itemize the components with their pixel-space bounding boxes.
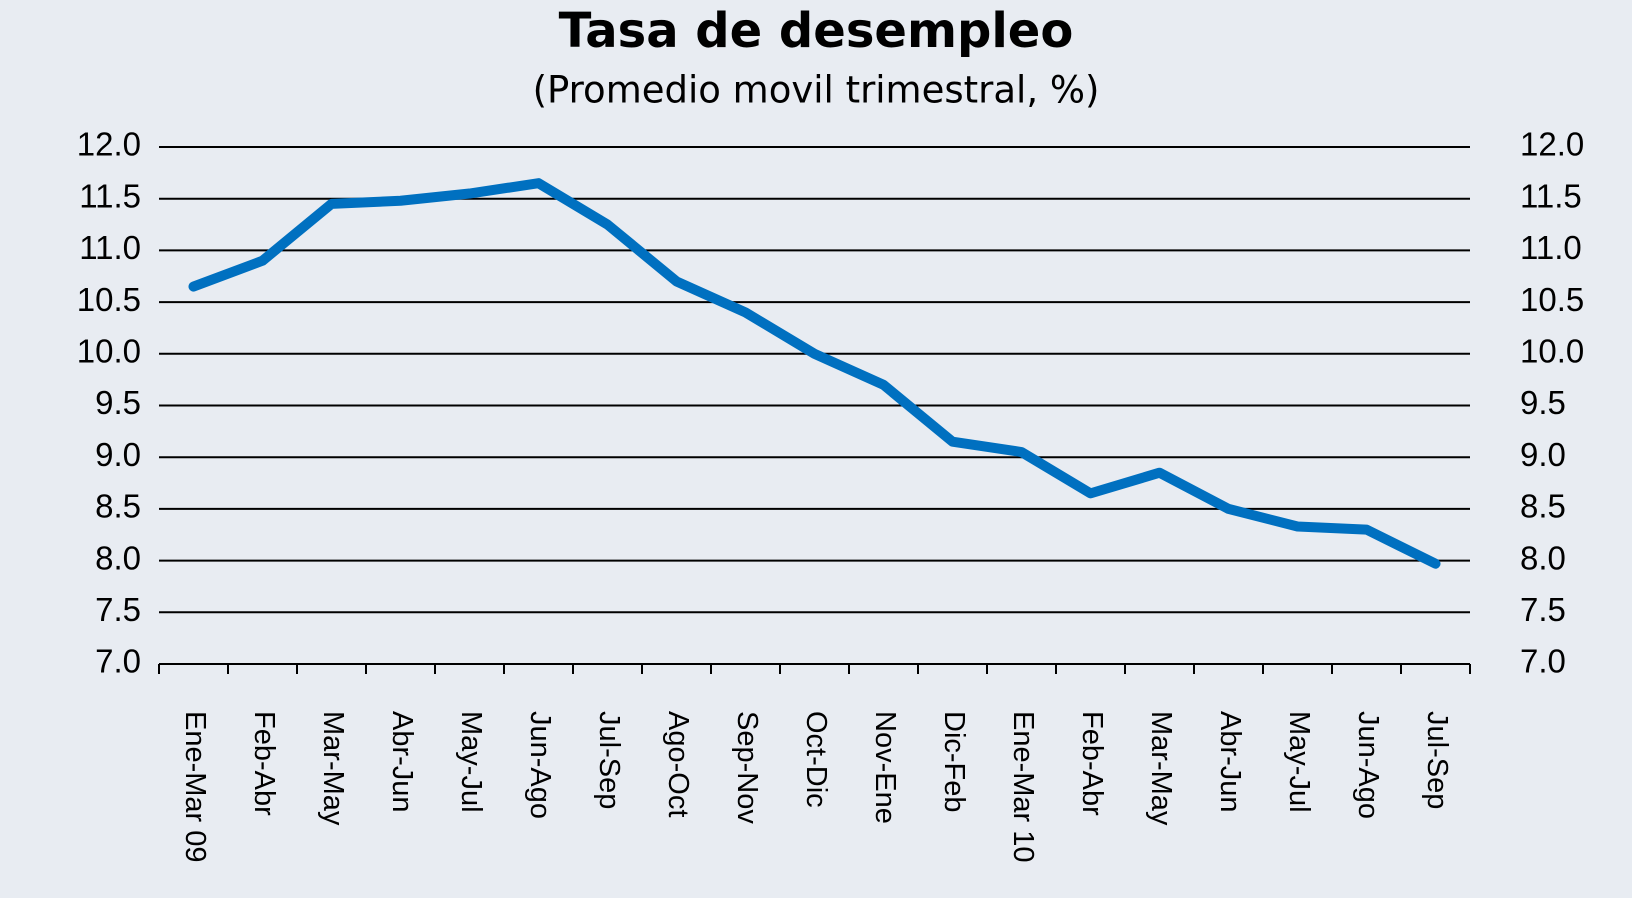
y-tick-label: 9.5 xyxy=(95,384,141,421)
y-tick-label: 11.5 xyxy=(79,177,141,214)
x-tick-label: May-Jul xyxy=(1283,711,1315,813)
x-tick-label: Dic-Feb xyxy=(938,711,970,813)
x-tick-label: Ago-Oct xyxy=(662,711,694,817)
x-tick-label: Jun-Ago xyxy=(524,711,556,819)
x-tick-label: Jul-Sep xyxy=(593,711,625,809)
y2-tick-label: 7.5 xyxy=(1520,591,1566,628)
x-tick-label: May-Jul xyxy=(455,711,487,813)
data-line xyxy=(188,178,1441,569)
x-tick-label: Feb-Abr xyxy=(1076,711,1108,816)
y2-tick-label: 9.5 xyxy=(1520,384,1566,421)
y2-tick-label: 7.0 xyxy=(1520,643,1566,680)
y2-tick-label: 12.0 xyxy=(1520,126,1584,163)
x-tick-label: Feb-Abr xyxy=(248,711,280,816)
y2-tick-label: 9.0 xyxy=(1520,436,1566,473)
chart-subtitle: (Promedio movil trimestral, %) xyxy=(533,69,1100,112)
y-tick-label: 7.0 xyxy=(95,643,141,680)
y-tick-label: 9.0 xyxy=(95,436,141,473)
y-tick-label: 10.5 xyxy=(77,281,141,318)
y-tick-label: 8.0 xyxy=(95,539,141,576)
x-tick-label: Jun-Ago xyxy=(1352,711,1384,819)
y-tick-label: 11.0 xyxy=(79,229,141,266)
x-tick-label: Oct-Dic xyxy=(800,711,832,808)
chart-title: Tasa de desempleo xyxy=(559,3,1074,59)
x-tick-label: Sep-Nov xyxy=(731,711,763,824)
x-tick-label: Ene-Mar 09 xyxy=(179,711,211,863)
y-tick-label: 8.5 xyxy=(95,488,141,525)
y2-tick-label: 11.5 xyxy=(1520,177,1582,214)
x-tick-label: Abr-Jun xyxy=(386,711,418,813)
y-tick-label: 12.0 xyxy=(77,126,141,163)
x-tick-label: Mar-May xyxy=(1145,711,1177,826)
x-tick-label: Abr-Jun xyxy=(1214,711,1246,813)
y2-tick-label: 10.5 xyxy=(1520,281,1584,318)
x-tick-label: Nov-Ene xyxy=(869,711,901,824)
y-tick-label: 7.5 xyxy=(95,591,141,628)
y2-tick-label: 10.0 xyxy=(1520,333,1584,370)
y2-tick-label: 11.0 xyxy=(1520,229,1582,266)
y2-tick-label: 8.0 xyxy=(1520,539,1566,576)
y2-tick-label: 8.5 xyxy=(1520,488,1566,525)
x-tick-label: Jul-Sep xyxy=(1421,711,1453,809)
x-tick-label: Mar-May xyxy=(317,711,349,826)
y-tick-label: 10.0 xyxy=(77,333,141,370)
x-tick-label: Ene-Mar 10 xyxy=(1007,711,1039,863)
